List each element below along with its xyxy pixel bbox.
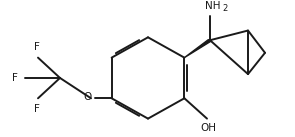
- Text: OH: OH: [201, 123, 217, 133]
- Text: F: F: [34, 42, 40, 52]
- Text: F: F: [34, 104, 40, 114]
- Text: O: O: [83, 92, 91, 102]
- Text: 2: 2: [223, 4, 228, 13]
- Text: F: F: [12, 73, 18, 83]
- Text: NH: NH: [205, 1, 221, 11]
- Polygon shape: [184, 40, 212, 58]
